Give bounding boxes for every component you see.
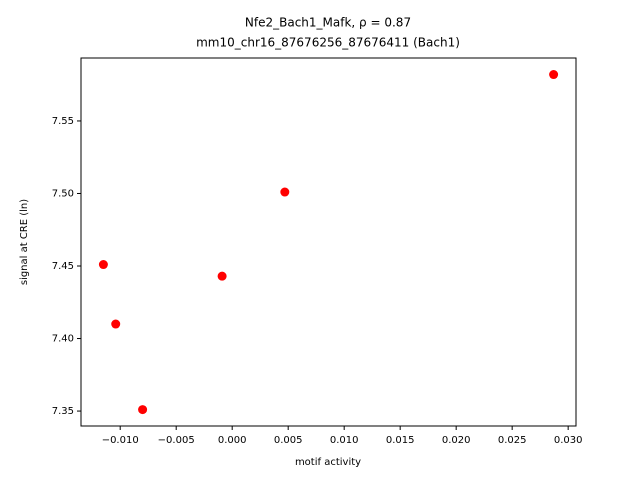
chart-title: Nfe2_Bach1_Mafk, ρ = 0.87	[245, 16, 411, 30]
y-tick-label: 7.35	[52, 406, 74, 417]
point	[280, 187, 290, 197]
point	[217, 271, 227, 281]
x-tick-label: 0.010	[330, 435, 359, 446]
x-tick-label: −0.005	[158, 435, 195, 446]
x-tick-label: −0.010	[102, 435, 139, 446]
x-axis-label: motif activity	[295, 457, 361, 468]
point	[138, 405, 148, 415]
chart-subtitle: mm10_chr16_87676256_87676411 (Bach1)	[196, 36, 460, 50]
y-tick-label: 7.55	[52, 116, 74, 127]
y-tick-label: 7.50	[52, 188, 74, 199]
x-tick-label: 0.030	[554, 435, 583, 446]
x-tick-label: 0.005	[274, 435, 303, 446]
point	[111, 319, 121, 329]
y-axis-label: signal at CRE (ln)	[19, 199, 30, 285]
y-tick-label: 7.45	[52, 261, 74, 272]
y-tick-label: 7.40	[52, 334, 74, 345]
point	[98, 260, 108, 270]
x-tick-label: 0.025	[498, 435, 527, 446]
point	[549, 70, 559, 80]
x-tick-label: 0.020	[442, 435, 471, 446]
x-tick-label: 0.015	[386, 435, 415, 446]
x-tick-label: 0.000	[218, 435, 247, 446]
plot-frame	[80, 57, 577, 427]
